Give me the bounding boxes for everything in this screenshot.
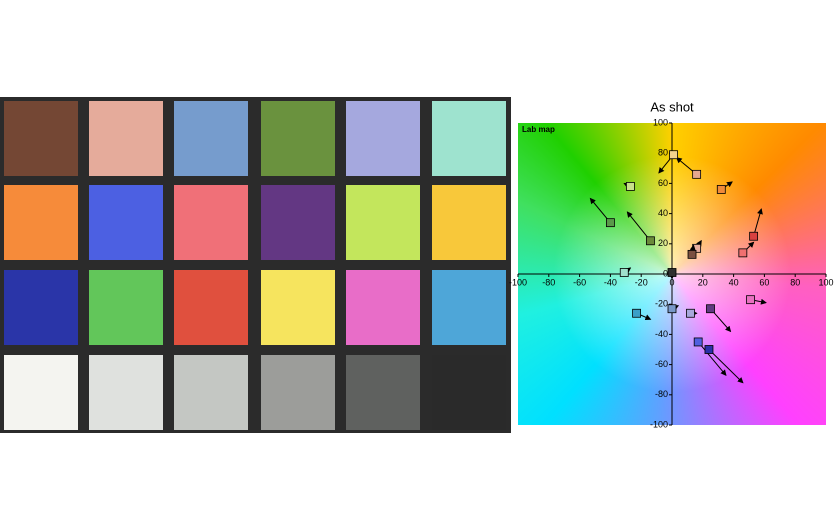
patch [4, 355, 78, 430]
patch-point [667, 268, 677, 277]
x-tick-label: -20 [635, 277, 648, 287]
patch-point [692, 169, 702, 179]
y-tick-label: 0 [663, 268, 668, 278]
patch-point [686, 308, 695, 318]
map-label: Lab map [522, 125, 555, 134]
patch [174, 270, 248, 345]
patch-point [632, 308, 641, 318]
y-tick-label: -20 [655, 299, 668, 309]
patch-point [646, 236, 655, 246]
patch [89, 270, 163, 345]
patch [4, 185, 78, 260]
y-tick-label: 100 [653, 117, 668, 127]
chart-title: As shot [650, 99, 694, 114]
y-tick-label: 40 [658, 208, 668, 218]
x-tick-label: -80 [542, 277, 555, 287]
patch [432, 270, 506, 345]
patch [261, 101, 335, 176]
shift-arrow [626, 211, 651, 242]
patch-point [606, 218, 615, 228]
patch [4, 101, 78, 176]
patch [4, 270, 78, 345]
patch-point [687, 249, 697, 259]
x-tick-label: 80 [790, 277, 800, 287]
color-checker [0, 97, 511, 433]
shift-arrow [697, 341, 727, 376]
x-tick-label: -60 [573, 277, 586, 287]
patch-point [716, 185, 726, 194]
patch [261, 270, 335, 345]
patch [89, 101, 163, 176]
patch [174, 355, 248, 430]
patch-point [738, 248, 748, 258]
y-tick-label: 80 [658, 148, 668, 158]
patch [346, 355, 420, 430]
patch-point [669, 150, 678, 160]
x-tick-label: -100 [509, 277, 527, 287]
y-tick-label: -80 [655, 389, 668, 399]
patch [346, 185, 420, 260]
patch [89, 355, 163, 430]
x-tick-label: 60 [759, 277, 769, 287]
patch [261, 355, 335, 430]
y-tick-label: -60 [655, 359, 668, 369]
patch-point [704, 345, 714, 354]
shift-arrow [753, 208, 763, 237]
patch [89, 185, 163, 260]
y-tick-label: -40 [655, 329, 668, 339]
patch-point [626, 182, 635, 191]
patch [432, 185, 506, 260]
patch [261, 185, 335, 260]
x-tick-label: 40 [729, 277, 739, 287]
patch [432, 101, 506, 176]
patch [174, 101, 248, 176]
patch [346, 270, 420, 345]
patch-point [619, 268, 629, 277]
patch-point [706, 304, 715, 314]
patch [174, 185, 248, 260]
y-tick-label: 20 [658, 238, 668, 248]
patch-point [746, 295, 755, 305]
x-tick-label: 0 [669, 277, 674, 287]
x-tick-label: 100 [818, 277, 833, 287]
patch-point [667, 304, 677, 314]
y-tick-label: 60 [658, 178, 668, 188]
patch-point [693, 337, 703, 347]
y-tick-label: -100 [650, 419, 668, 429]
patch [432, 355, 506, 430]
patch [346, 101, 420, 176]
shift-arrow [708, 349, 744, 384]
x-tick-label: -40 [604, 277, 617, 287]
patch-point [749, 231, 759, 241]
x-tick-label: 20 [698, 277, 708, 287]
